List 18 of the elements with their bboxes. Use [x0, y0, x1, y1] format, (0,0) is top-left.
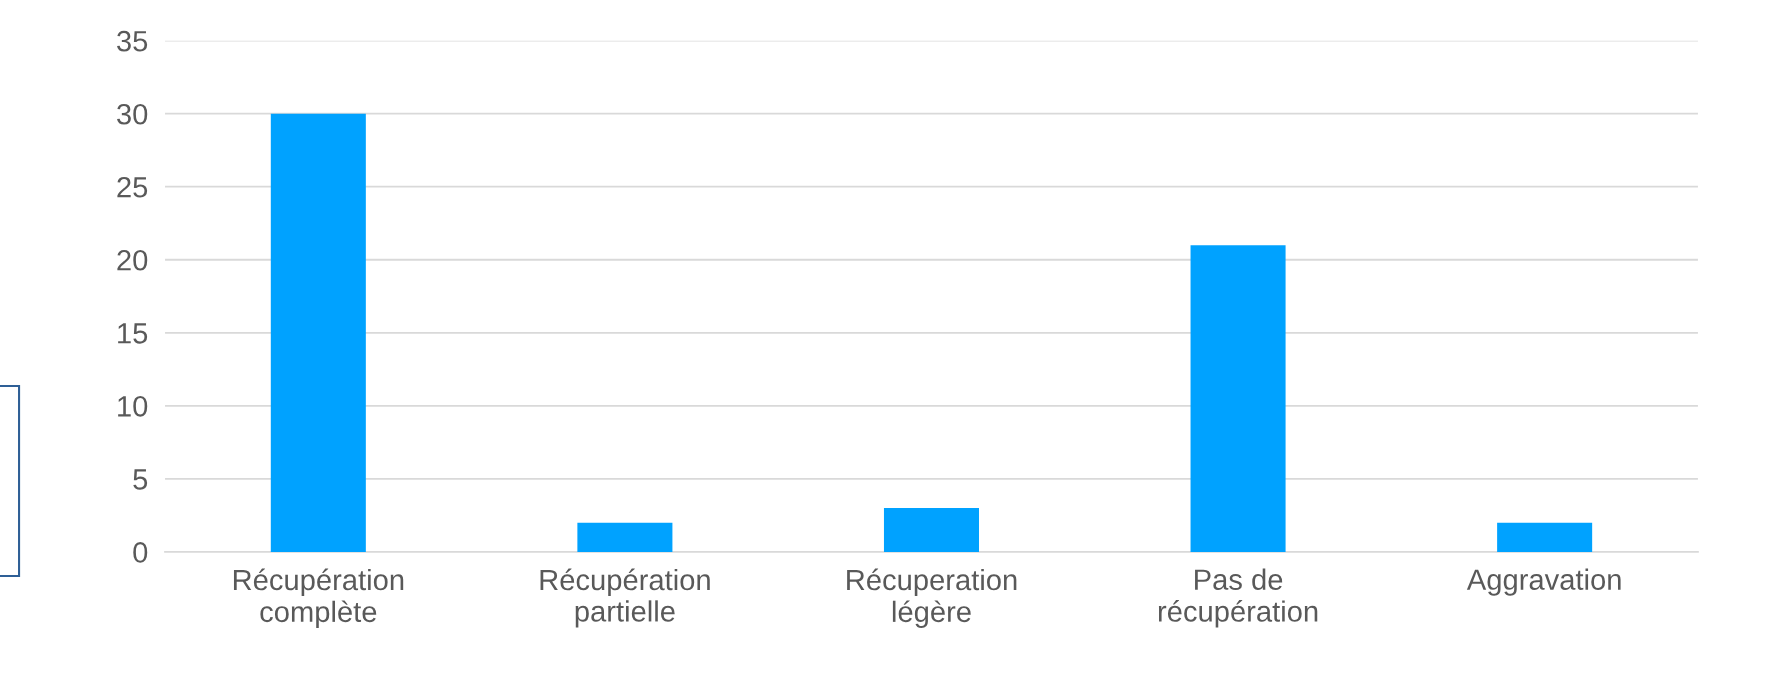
y-tick-label: 5 — [133, 469, 148, 490]
y-tick-label: 30 — [117, 103, 148, 125]
bar — [270, 113, 366, 552]
x-tick-label: Aggravation — [1466, 568, 1621, 596]
x-tick-label: Récupération complète — [233, 568, 404, 628]
y-tick-label: 25 — [117, 176, 148, 198]
y-tick-label: 20 — [117, 249, 148, 271]
x-tick-label: Récuperation légère — [847, 568, 1017, 628]
bar — [1497, 522, 1593, 552]
bar — [1190, 245, 1286, 552]
x-tick-label: Récupération partielle — [540, 568, 710, 628]
bar — [883, 508, 979, 552]
bar — [577, 522, 673, 552]
y-tick-label: 35 — [117, 30, 148, 52]
y-tick-label: 10 — [118, 396, 148, 417]
x-tick-label: Pas de récupération — [1158, 568, 1318, 628]
y-tick-label: 15 — [118, 323, 148, 344]
y-tick-label: 0 — [133, 542, 148, 563]
